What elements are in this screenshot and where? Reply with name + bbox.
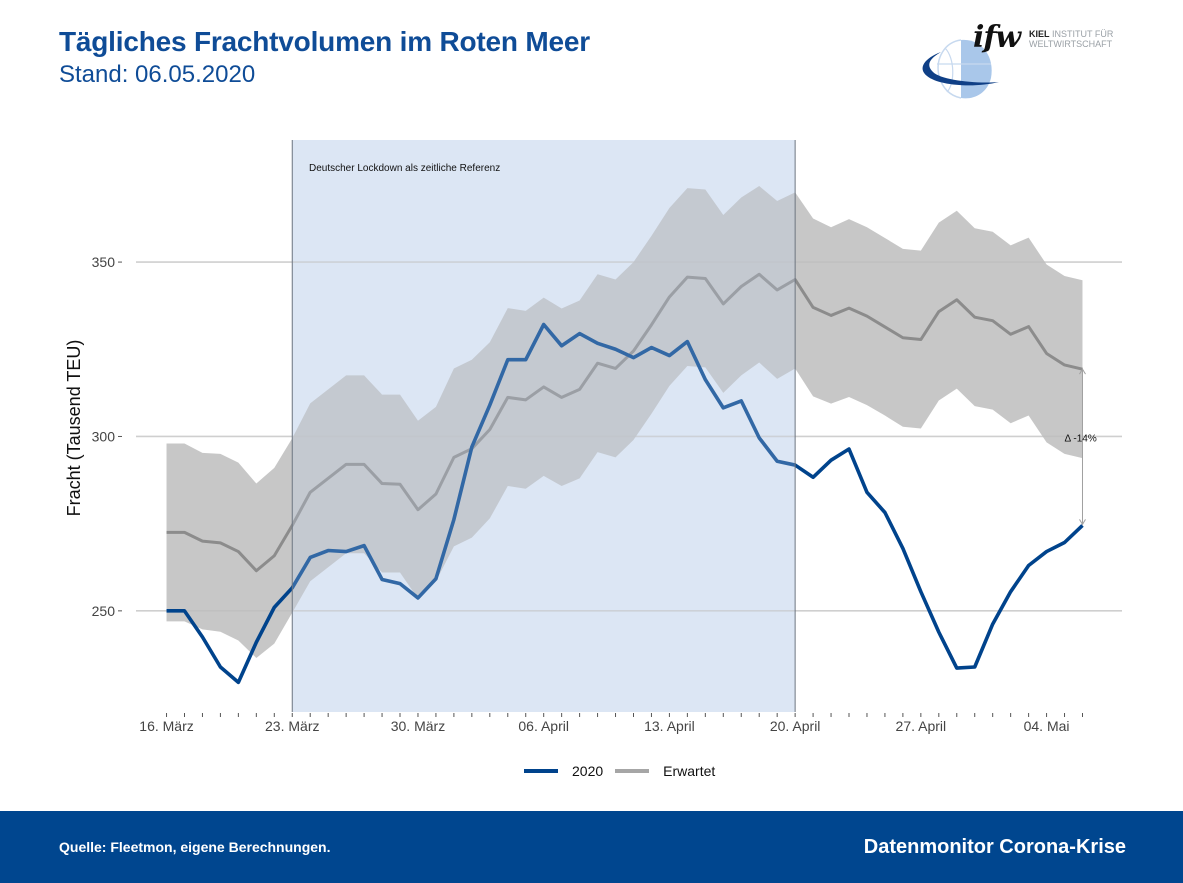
x-tick-label: 13. April: [644, 718, 695, 734]
x-tick-label: 04. Mai: [1024, 718, 1070, 734]
logo-line1: INSTITUT FÜR: [1049, 29, 1114, 39]
ifw-logo: ifw KIEL INSTITUT FÜR WELTWIRTSCHAFT: [915, 18, 1155, 103]
footer-bar: Quelle: Fleetmon, eigene Berechnungen. D…: [0, 811, 1183, 883]
legend-swatch-2020: [524, 769, 558, 773]
x-tick-label: 27. April: [896, 718, 947, 734]
logo-kiel-bold: KIEL: [1029, 29, 1050, 39]
y-axis-label: Fracht (Tausend TEU): [64, 340, 84, 517]
series-line-erwartet: [166, 272, 1083, 573]
y-tick-label: 350: [92, 254, 116, 270]
page-subtitle: Stand: 06.05.2020: [59, 61, 256, 88]
expected-range-band: [166, 186, 1083, 658]
chart-legend: 2020 Erwartet: [524, 760, 727, 782]
legend-label-erwartet: Erwartet: [663, 763, 716, 779]
logo-wordmark: ifw: [973, 20, 1021, 55]
x-tick-label: 16. März: [139, 718, 193, 734]
lockdown-label: Deutscher Lockdown als zeitliche Referen…: [309, 163, 500, 174]
y-tick-label: 250: [92, 603, 116, 619]
legend-item-2020: 2020: [524, 763, 603, 779]
footer-brand: Datenmonitor Corona-Krise: [863, 836, 1126, 858]
x-tick-label: 20. April: [770, 718, 821, 734]
delta-arrow-head-top: [1079, 368, 1086, 375]
page-title: Tägliches Frachtvolumen im Roten Meer: [59, 26, 590, 57]
logo-line2: WELTWIRTSCHAFT: [1029, 39, 1113, 49]
y-tick-label: 300: [92, 428, 116, 444]
legend-swatch-erwartet: [615, 769, 650, 773]
source-note: Quelle: Fleetmon, eigene Berechnungen.: [59, 839, 331, 855]
series-line-2020: [166, 322, 1084, 685]
delta-arrow-head-bottom: [1079, 519, 1086, 526]
lockdown-overlay: [292, 140, 796, 712]
legend-item-erwartet: Erwartet: [615, 763, 715, 779]
globe-icon: [922, 39, 999, 99]
delta-annotation-label: Δ -14%: [1064, 434, 1096, 445]
legend-label-2020: 2020: [572, 763, 604, 779]
x-tick-label: 06. April: [518, 718, 569, 734]
logo-institute-name: KIEL INSTITUT FÜR WELTWIRTSCHAFT: [1029, 29, 1113, 49]
freight-chart: 250 300 350 16. März 23. März 30. März 06. Apr…: [64, 140, 1122, 734]
x-tick-label: 23. März: [265, 718, 319, 734]
x-tick-label: 30. März: [391, 718, 445, 734]
